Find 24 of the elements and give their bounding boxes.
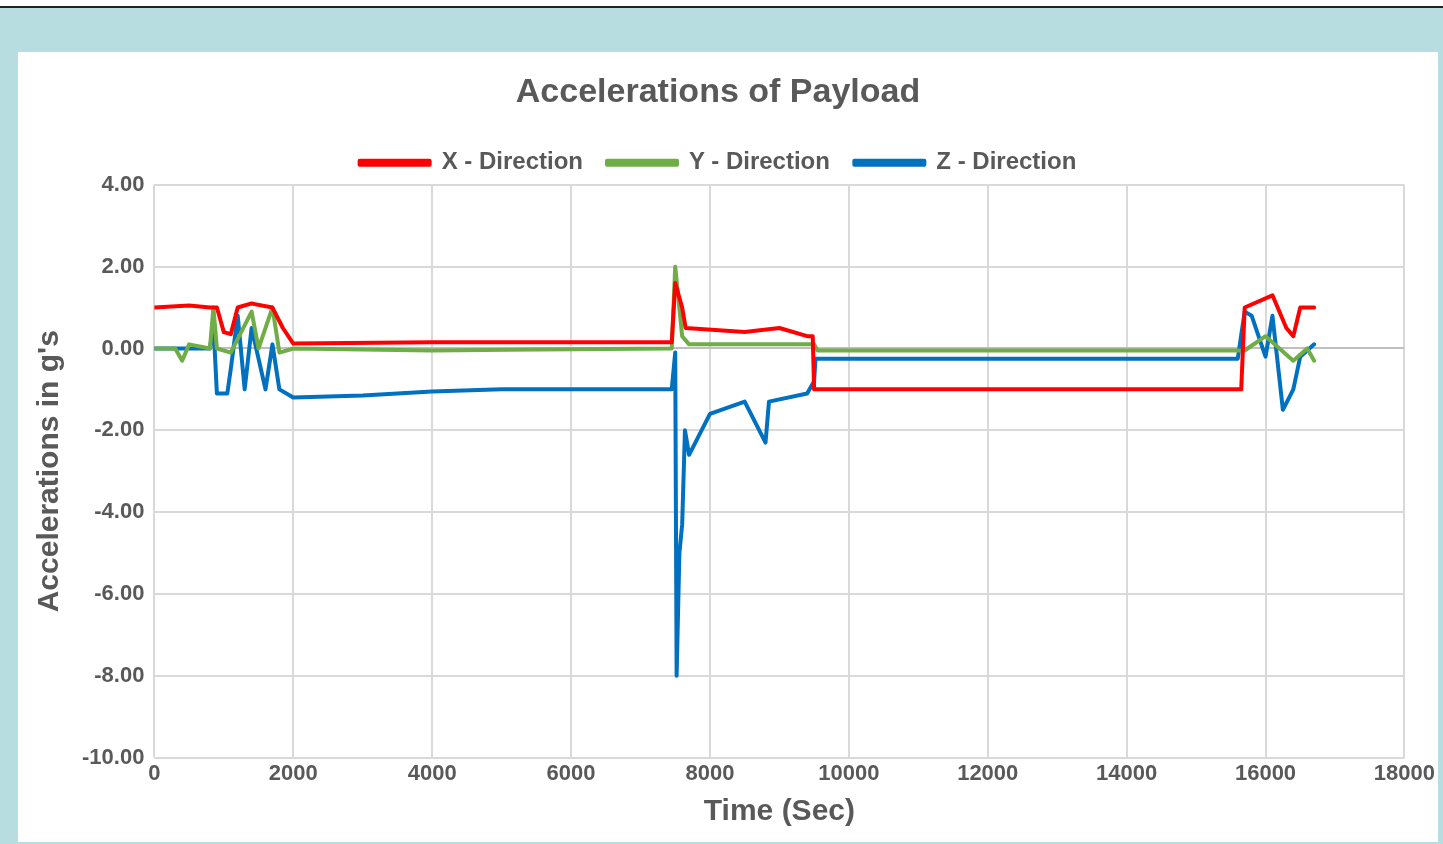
x-tick-label: 0 bbox=[148, 759, 161, 785]
y-tick-label: -6.00 bbox=[94, 580, 145, 606]
x-tick-label: 18000 bbox=[1373, 759, 1436, 785]
y-tick-label: 4.00 bbox=[101, 170, 145, 196]
legend-label: Z - Direction bbox=[936, 147, 1077, 175]
x-tick-label: 14000 bbox=[1096, 759, 1158, 785]
x-tick-label: 2000 bbox=[268, 759, 318, 785]
x-tick-label: 6000 bbox=[546, 759, 596, 785]
y-tick-label: -8.00 bbox=[94, 661, 145, 687]
legend-label: Y - Direction bbox=[689, 147, 830, 175]
x-tick-label: 4000 bbox=[407, 759, 457, 785]
x-tick-label: 8000 bbox=[685, 759, 735, 785]
y-tick-label: -10.00 bbox=[81, 743, 145, 769]
x-tick-label: 16000 bbox=[1234, 759, 1297, 785]
y-tick-label: 2.00 bbox=[101, 252, 145, 278]
y-tick-label: -4.00 bbox=[94, 498, 145, 524]
legend-label: X - Direction bbox=[441, 147, 584, 175]
y-tick-label: -2.00 bbox=[94, 416, 145, 442]
x-axis-title: Time (Sec) bbox=[703, 793, 855, 827]
y-tick-label: 0.00 bbox=[101, 334, 145, 360]
y-axis-title: Accelerations in g's bbox=[31, 330, 65, 613]
x-tick-label: 10000 bbox=[818, 759, 880, 785]
chart-title: Accelerations of Payload bbox=[515, 70, 921, 109]
x-tick-label: 12000 bbox=[957, 759, 1019, 785]
